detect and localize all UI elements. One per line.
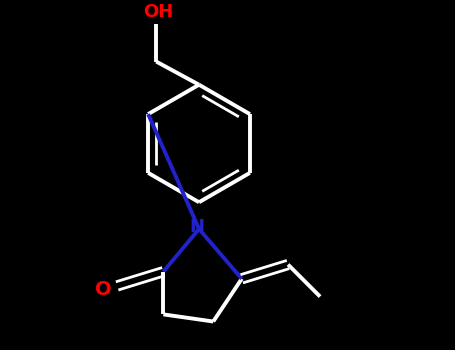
Text: OH: OH	[143, 3, 173, 21]
Text: N: N	[190, 218, 205, 236]
Text: O: O	[95, 280, 111, 299]
